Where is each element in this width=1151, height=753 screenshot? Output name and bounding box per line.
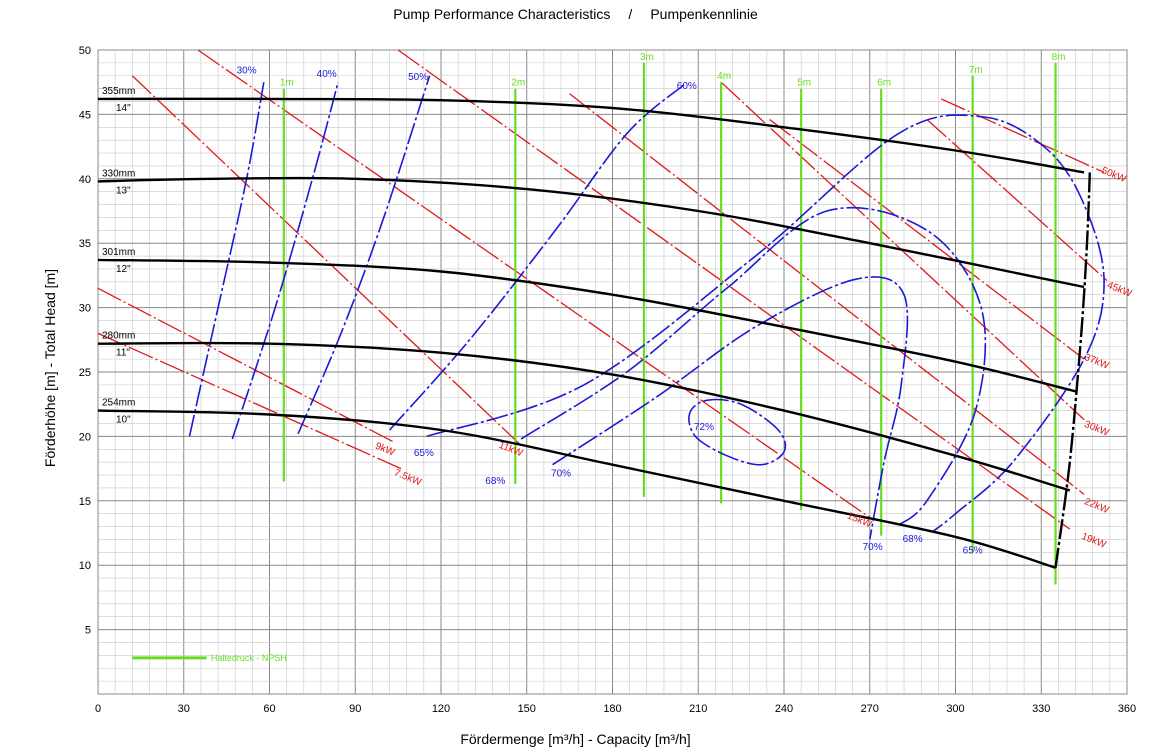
efficiency-label: 72%	[694, 422, 714, 433]
x-tick-label: 240	[775, 703, 793, 715]
chart-title-separator: /	[628, 6, 633, 22]
npsh-label: 6m	[877, 78, 891, 89]
npsh-label: 7m	[969, 65, 983, 76]
efficiency-curve	[520, 206, 987, 526]
y-tick-label: 5	[85, 625, 91, 637]
head-curve-label-mm: 254mm	[102, 398, 135, 409]
y-tick-label: 40	[79, 174, 91, 186]
head-curve-label-inch: 12"	[116, 264, 131, 275]
x-tick-label: 0	[95, 703, 101, 715]
power-line	[397, 49, 1071, 530]
efficiency-curve	[231, 81, 339, 440]
x-tick-label: 180	[603, 703, 621, 715]
head-curve-label-inch: 13"	[116, 185, 131, 196]
chart-title-de: Pumpenkennlinie	[650, 6, 758, 22]
npsh-label: 4m	[717, 71, 731, 82]
efficiency-label: 68%	[485, 476, 505, 487]
npsh-label: 8m	[1052, 52, 1066, 63]
efficiency-label: 60%	[677, 81, 697, 92]
efficiency-label: 30%	[237, 65, 257, 76]
x-tick-label: 90	[349, 703, 361, 715]
grid	[97, 49, 1128, 695]
x-tick-label: 30	[178, 703, 190, 715]
y-tick-label: 25	[79, 367, 91, 379]
x-tick-label: 210	[689, 703, 707, 715]
y-tick-label: 30	[79, 303, 91, 315]
power-line	[769, 119, 1085, 360]
y-tick-label: 45	[79, 109, 91, 121]
y-tick-label: 50	[79, 45, 91, 57]
power-line-label: 37kW	[1083, 352, 1111, 372]
npsh-label: 3m	[640, 52, 654, 63]
efficiency-curve	[188, 82, 265, 437]
x-axis-label: Fördermenge [m³/h] - Capacity [m³/h]	[460, 731, 691, 747]
x-tick-label: 360	[1118, 703, 1136, 715]
x-tick-label: 270	[861, 703, 879, 715]
chart-title: Pump Performance Characteristics / Pumpenk…	[0, 6, 1151, 22]
efficiency-curves	[188, 75, 1105, 540]
x-tick-label: 60	[263, 703, 275, 715]
head-curve	[97, 258, 1076, 393]
power-line-label: 19kW	[1080, 531, 1108, 551]
x-tick-label: 300	[946, 703, 964, 715]
legend: Haltedruck - NPSH	[132, 653, 287, 663]
efficiency-label: 65%	[414, 448, 434, 459]
power-line	[940, 98, 1105, 173]
efficiency-curve	[297, 75, 431, 435]
plot-frame	[97, 49, 1128, 695]
head-curve	[97, 176, 1085, 289]
head-curve-label-inch: 10"	[116, 415, 131, 426]
efficiency-curve	[388, 84, 685, 431]
power-line-label: 22kW	[1083, 496, 1111, 516]
efficiency-label: 68%	[903, 534, 923, 545]
y-axis-label: Förderhöhe [m] - Total Head [m]	[42, 268, 58, 468]
head-curve-label-mm: 355mm	[102, 86, 135, 97]
power-line-label: 50kW	[1100, 165, 1128, 185]
x-tick-label: 150	[518, 703, 536, 715]
efficiency-label: 65%	[963, 546, 983, 557]
power-line	[97, 332, 402, 470]
head-curve-label-mm: 280mm	[102, 331, 135, 342]
head-curve-label-mm: 330mm	[102, 168, 135, 179]
power-line-label: 7.5kW	[392, 467, 423, 488]
efficiency-label: 70%	[863, 542, 883, 553]
x-tick-label: 330	[1032, 703, 1050, 715]
power-lines	[97, 49, 1108, 530]
curve-labels: 355mm 14" 330mm 13" 301mm 12" 280mm 11" 254mm 10"…	[102, 65, 1134, 556]
power-line-label: 11kW	[497, 440, 525, 460]
efficiency-label: 50%	[408, 72, 428, 83]
efficiency-curve	[552, 276, 909, 540]
power-line	[131, 75, 522, 446]
npsh-lines: 1m 2m 3m 4m 5m 6m 7m 8m	[280, 52, 1066, 585]
head-curve-label-mm: 301mm	[102, 247, 135, 258]
power-line	[97, 287, 396, 444]
x-tick-label: 120	[432, 703, 450, 715]
power-line	[926, 119, 1108, 282]
head-curves	[97, 97, 1091, 569]
power-line	[569, 93, 1085, 495]
legend-label: Haltedruck - NPSH	[211, 653, 287, 663]
y-tick-label: 20	[79, 431, 91, 443]
head-curve-label-inch: 14"	[116, 103, 131, 114]
efficiency-label: 40%	[317, 69, 337, 80]
head-curve	[97, 97, 1085, 174]
y-tick-label: 15	[79, 496, 91, 508]
chart-title-en: Pump Performance Characteristics	[393, 6, 611, 22]
power-line-label: 9kW	[373, 441, 396, 459]
efficiency-curve	[426, 114, 1105, 533]
npsh-label: 1m	[280, 78, 294, 89]
limit-curve	[1054, 172, 1091, 568]
head-curve-label-inch: 11"	[116, 348, 130, 359]
npsh-label: 5m	[797, 78, 811, 89]
head-curve	[97, 409, 1056, 569]
y-tick-label: 10	[79, 560, 91, 572]
npsh-label: 2m	[511, 78, 525, 89]
efficiency-label: 70%	[551, 468, 571, 479]
head-curve	[97, 341, 1071, 492]
efficiency-curve	[688, 398, 787, 466]
axis-ticks: 0 30 60 90 120 150 180 210 240 270 300 330 360 5 10 15 2…	[79, 45, 1136, 715]
y-tick-label: 35	[79, 238, 91, 250]
